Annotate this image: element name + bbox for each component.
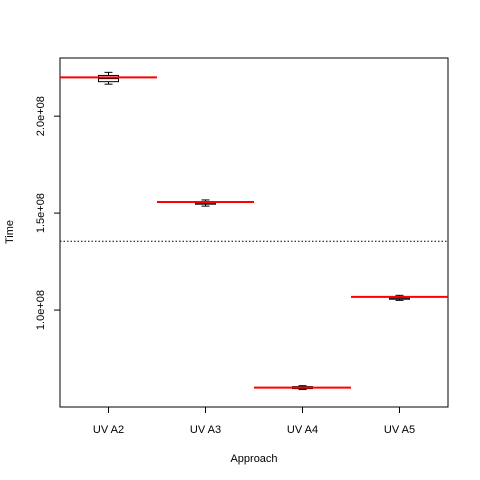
x-axis-title: Approach [230, 453, 277, 465]
x-tick-label: UV A5 [384, 424, 415, 436]
plot-frame [59, 57, 449, 408]
y-tick-label: 2.0e+08 [35, 96, 47, 136]
y-axis-title: Time [4, 220, 16, 244]
y-tick-label: 1.5e+08 [35, 193, 47, 233]
x-tick-label: UV A4 [287, 424, 318, 436]
x-tick-label: UV A2 [93, 424, 124, 436]
box-1 [60, 71, 157, 85]
x-tick-label: UV A3 [190, 424, 221, 436]
y-tick-label: 1.0e+08 [35, 290, 47, 330]
box-4 [351, 294, 448, 301]
box-3 [254, 385, 351, 391]
box-2 [157, 199, 254, 207]
